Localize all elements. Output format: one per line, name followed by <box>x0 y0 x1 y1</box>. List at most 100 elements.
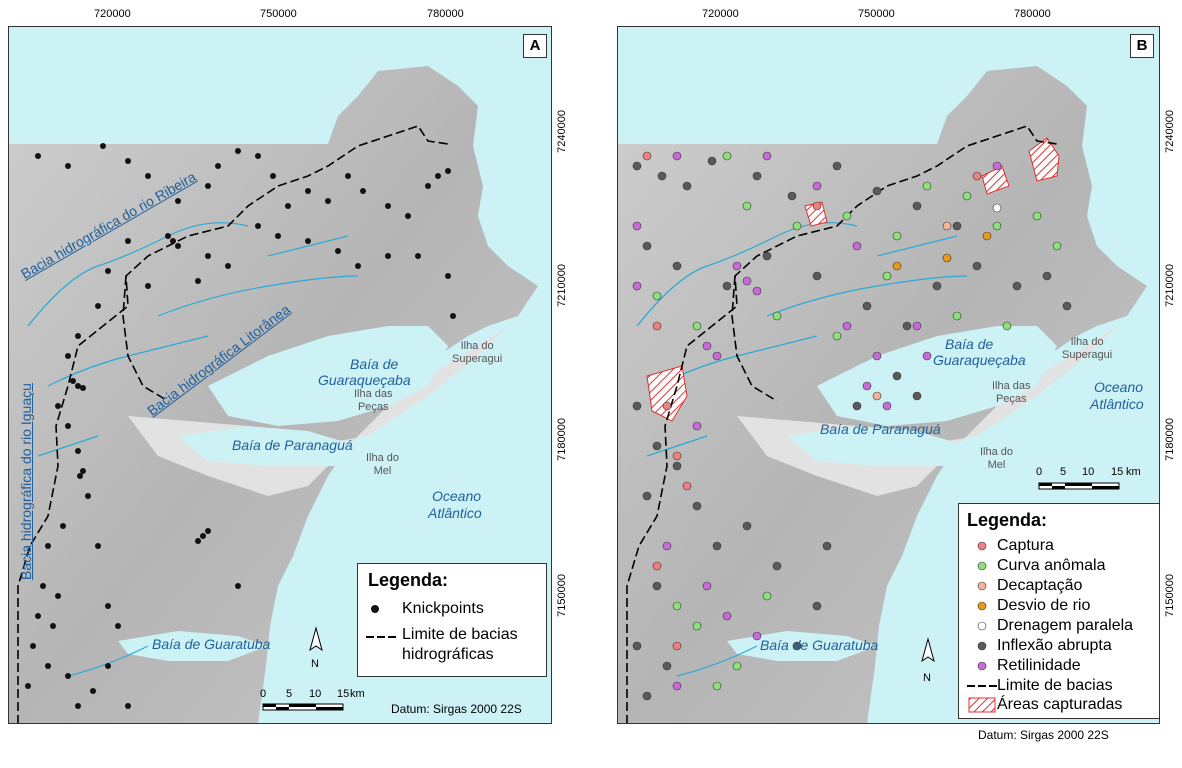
label-b-baia-guaratuba: Baía de Guaratuba <box>760 637 879 653</box>
basin-label-iguacu: Bacia hidrográfica do rio Iguaçu <box>18 383 34 580</box>
label-ilha-pecas-2: Peças <box>357 401 389 413</box>
scale-b-15: 15 <box>1111 466 1124 478</box>
label-b-baia-paranagua: Baía de Paranaguá <box>820 421 941 437</box>
label-b-baia-guaraquecaba-2: Guaraqueçaba <box>933 352 1026 368</box>
legend-b-retilinidade: Retilinidade <box>997 657 1081 674</box>
coord-right-b-7150000: 7150000 <box>1164 574 1176 617</box>
label-b-oceano-2: Atlântico <box>1090 396 1144 412</box>
label-oceano-1: Oceano <box>432 488 482 504</box>
rivers <box>27 222 359 677</box>
scale-a-10: 10 <box>309 688 322 700</box>
label-b-ilha-pecas-2: Peças <box>995 393 1027 405</box>
panel-b: 720000 750000 780000 7240000 7210000 718… <box>600 0 1182 768</box>
scale-a-0: 0 <box>260 688 267 700</box>
legend-b-captura: Captura <box>997 537 1054 554</box>
legend-a-knickpoints: Knickpoints <box>402 600 484 617</box>
legend-b-symbols <box>967 541 997 713</box>
bay-guaratuba <box>118 631 268 661</box>
retilinidade-symbol <box>977 661 987 671</box>
north-arrow-b <box>921 637 935 663</box>
basin-limit-line-2 <box>122 275 169 402</box>
curva-symbol <box>977 561 987 571</box>
scale-a-15: 15 <box>337 688 350 700</box>
knickpoints <box>25 143 456 709</box>
label-ilha-pecas-1: Ilha das <box>354 388 393 400</box>
label-b-ilha-mel-1: Ilha do <box>980 446 1014 458</box>
label-b-ilha-mel: Ilha do Mel <box>980 446 1013 472</box>
scale-b-10: 10 <box>1082 466 1095 478</box>
coord-right-7150000: 7150000 <box>556 574 568 617</box>
label-ilha-superagui: Ilha do Superagui <box>452 340 502 366</box>
datum-b: Datum: Sirgas 2000 22S <box>978 728 1109 742</box>
legend-b-drenagem: Drenagem paralela <box>997 617 1134 634</box>
label-ilha-superagui-1: Ilha do <box>460 340 494 352</box>
scale-a-5: 5 <box>286 688 293 700</box>
label-baia-guaratuba: Baía de Guaratuba <box>152 636 271 652</box>
bay-guaraquecaba <box>208 326 448 426</box>
label-ilha-mel-1: Ilha do <box>366 452 400 464</box>
coord-right-7180000: 7180000 <box>556 418 568 461</box>
captured-area-1 <box>646 365 688 422</box>
basin-limit-line-b <box>626 125 1058 724</box>
bay-paranagua <box>178 426 358 466</box>
label-b-ilha-superagui-1: Ilha do <box>1070 336 1104 348</box>
coord-right-7210000: 7210000 <box>556 264 568 307</box>
coord-right-b-7180000: 7180000 <box>1164 418 1176 461</box>
coord-right-b-7240000: 7240000 <box>1164 110 1176 153</box>
bay-guaraquecaba-b <box>817 326 1057 426</box>
north-label-b: N <box>923 672 931 684</box>
coord-top-b-780000: 780000 <box>1014 8 1051 20</box>
scale-b-km: km <box>1126 466 1141 478</box>
legend-b: Legenda: Captura Curva anômala Decaptaçã… <box>958 503 1160 719</box>
north-arrow-a <box>309 626 323 652</box>
panel-a-tag: A <box>523 34 547 58</box>
basin-limit-line <box>17 125 449 724</box>
drenagem-symbol <box>977 621 987 631</box>
label-ilha-mel: Ilha do Mel <box>366 452 399 478</box>
north-label-a: N <box>311 658 319 670</box>
coord-right-7240000: 7240000 <box>556 110 568 153</box>
limit-symbol <box>366 636 396 638</box>
map-a-frame <box>8 26 552 724</box>
scale-a-km: km <box>350 688 365 700</box>
panel-a: 720000 750000 780000 7240000 7210000 718… <box>0 0 568 740</box>
legend-a-limite-1: Limite de bacias <box>402 626 518 643</box>
desvio-symbol <box>977 601 987 611</box>
label-ilha-pecas: Ilha das Peças <box>354 388 393 414</box>
label-ilha-superagui-2: Superagui <box>452 353 503 365</box>
captured-area-3 <box>1028 137 1060 182</box>
label-b-baia-guaraquecaba-1: Baía de <box>945 336 994 352</box>
label-baia-paranagua: Baía de Paranaguá <box>232 437 353 453</box>
label-b-ilha-mel-2: Mel <box>987 459 1006 471</box>
legend-a-limite-2: hidrográficas <box>402 646 494 663</box>
coord-top-720000: 720000 <box>94 8 131 20</box>
label-b-ilha-superagui: Ilha do Superagui <box>1062 336 1112 362</box>
bay-paranagua-b <box>787 426 967 466</box>
areas-symbol <box>968 697 996 713</box>
scale-bar-a <box>262 703 344 711</box>
legend-b-limite: Limite de bacias <box>997 677 1113 694</box>
legend-a-title: Legenda: <box>368 570 449 590</box>
label-ilha-mel-2: Mel <box>373 465 392 477</box>
captura-symbol <box>977 541 987 551</box>
legend-b-inflexao: Inflexão abrupta <box>997 637 1112 654</box>
bay-guaratuba-b <box>727 631 877 661</box>
knickpoint-symbol <box>371 605 379 613</box>
label-baia-guaraquecaba-2: Guaraqueçaba <box>318 372 411 388</box>
scale-b-0: 0 <box>1036 466 1043 478</box>
coord-top-750000: 750000 <box>260 8 297 20</box>
legend-b-decaptacao: Decaptação <box>997 577 1083 594</box>
label-b-oceano-1: Oceano <box>1094 379 1144 395</box>
label-b-ilha-pecas: Ilha das Peças <box>992 380 1031 406</box>
coord-top-780000: 780000 <box>427 8 464 20</box>
scale-b-5: 5 <box>1060 466 1067 478</box>
coord-top-b-720000: 720000 <box>702 8 739 20</box>
label-oceano-2: Atlântico <box>428 505 482 521</box>
anomaly-points <box>632 151 1072 701</box>
legend-b-areas: Áreas capturadas <box>997 696 1123 713</box>
legend-b-title: Legenda: <box>967 510 1048 530</box>
label-baia-guaraquecaba-1: Baía de <box>350 356 399 372</box>
coord-right-b-7210000: 7210000 <box>1164 264 1176 307</box>
basin-limit-line-b-2 <box>731 275 778 402</box>
inflexao-symbol <box>977 641 987 651</box>
